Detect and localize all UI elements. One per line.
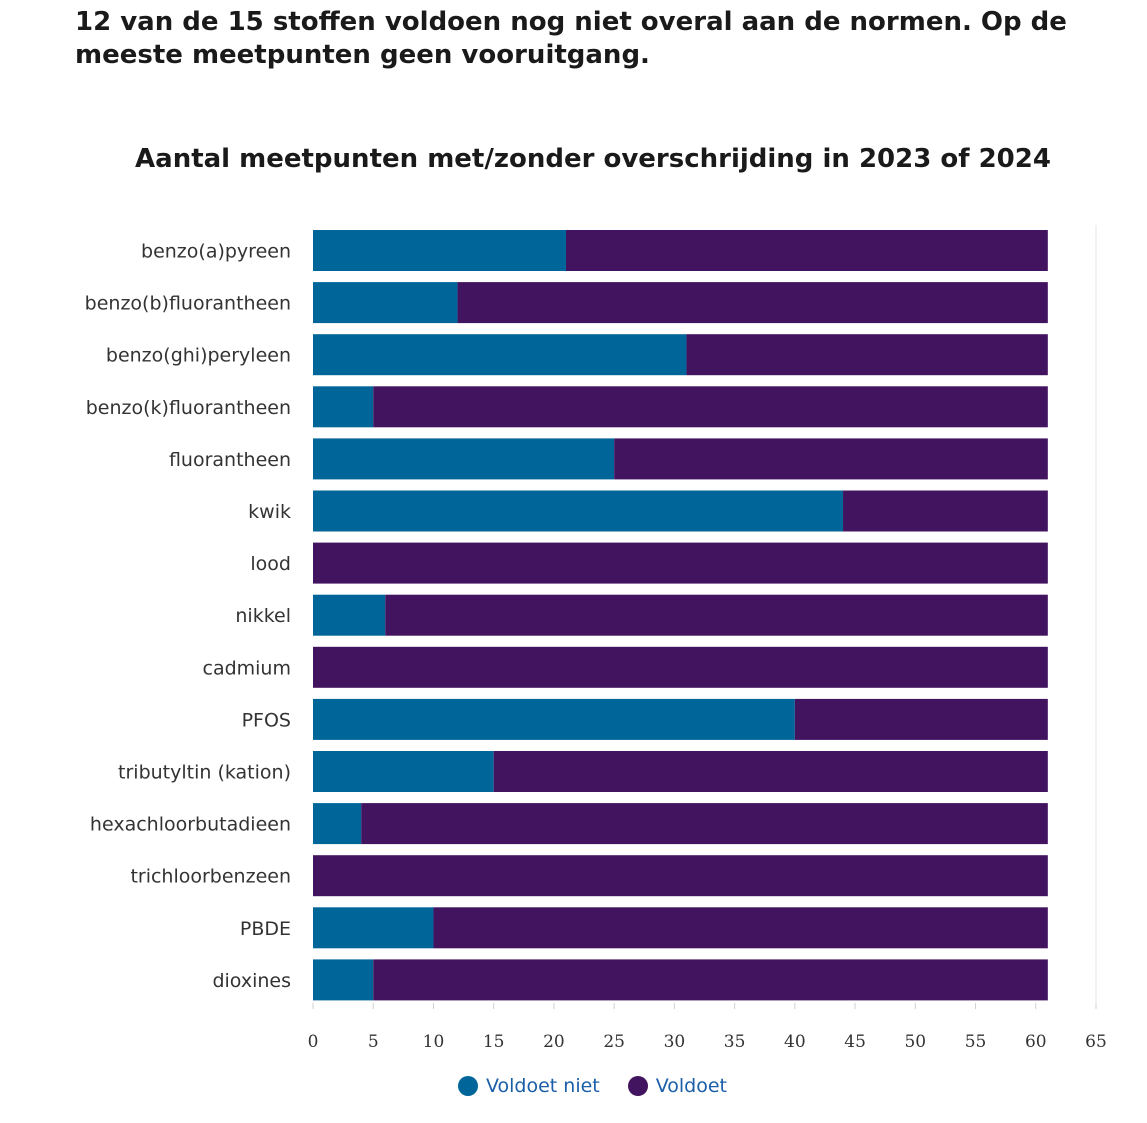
category-label-pfos: PFOS	[242, 709, 291, 731]
legend-swatch-voldoet-niet	[458, 1076, 478, 1096]
bar-voldoet-niet-nikkel	[313, 594, 386, 636]
x-tick-label-5: 5	[368, 1032, 379, 1052]
category-label-trichloorbenzeen: trichloorbenzeen	[130, 866, 291, 888]
bar-voldoet-niet-fluorantheen	[313, 438, 615, 480]
bar-voldoet-fluorantheen	[614, 438, 1048, 480]
x-tick-label-20: 20	[543, 1032, 565, 1052]
bar-voldoet-benzo-k-fluorantheen	[373, 386, 1048, 428]
bar-voldoet-niet-tributyltin-kation	[313, 751, 494, 792]
bar-voldoet-tributyltin-kation	[493, 751, 1048, 792]
bar-voldoet-kwik	[843, 490, 1048, 532]
legend-item-voldoet-niet[interactable]: Voldoet niet	[458, 1075, 600, 1097]
bar-voldoet-niet-benzo-k-fluorantheen	[313, 386, 374, 428]
x-tick-label-60: 60	[1025, 1032, 1047, 1052]
x-tick-label-10: 10	[423, 1032, 445, 1052]
x-tick-label-15: 15	[483, 1032, 505, 1052]
category-label-benzo-k-fluorantheen: benzo(k)fluorantheen	[86, 397, 291, 419]
x-tick-label-25: 25	[603, 1032, 625, 1052]
bar-voldoet-niet-kwik	[313, 490, 844, 532]
category-label-nikkel: nikkel	[235, 605, 291, 627]
bar-voldoet-cadmium	[313, 646, 1048, 688]
bar-voldoet-pbde	[433, 907, 1048, 949]
category-label-fluorantheen: fluorantheen	[169, 449, 291, 471]
category-label-dioxines: dioxines	[212, 970, 291, 992]
x-tick-label-35: 35	[724, 1032, 746, 1052]
bar-voldoet-benzo-ghi-peryleen	[686, 334, 1048, 376]
bar-voldoet-nikkel	[385, 594, 1048, 636]
category-label-cadmium: cadmium	[203, 657, 292, 679]
category-label-tributyltin-kation: tributyltin (kation)	[118, 762, 291, 784]
x-tick-label-30: 30	[664, 1032, 686, 1052]
category-label-kwik: kwik	[248, 501, 291, 523]
bar-voldoet-dioxines	[373, 959, 1048, 1001]
category-label-lood: lood	[250, 553, 291, 575]
x-tick-label-65: 65	[1085, 1032, 1107, 1052]
bar-voldoet-hexachloorbutadieen	[361, 803, 1048, 845]
category-label-benzo-a-pyreen: benzo(a)pyreen	[141, 241, 291, 263]
category-label-benzo-ghi-peryleen: benzo(ghi)peryleen	[106, 345, 291, 367]
legend-swatch-voldoet	[627, 1076, 648, 1096]
bar-voldoet-benzo-b-fluorantheen	[457, 282, 1048, 324]
bar-voldoet-trichloorbenzeen	[313, 855, 1048, 897]
category-label-hexachloorbutadieen: hexachloorbutadieen	[90, 814, 291, 836]
x-tick-label-55: 55	[965, 1032, 987, 1052]
bar-voldoet-pfos	[794, 698, 1048, 740]
legend-label-voldoet-niet: Voldoet niet	[486, 1075, 600, 1097]
bar-voldoet-niet-dioxines	[313, 959, 374, 1001]
bar-voldoet-niet-benzo-a-pyreen	[313, 230, 566, 271]
bar-voldoet-niet-pfos	[313, 698, 795, 740]
bar-voldoet-niet-benzo-ghi-peryleen	[313, 334, 687, 376]
bar-voldoet-niet-benzo-b-fluorantheen	[313, 282, 458, 324]
legend-item-voldoet[interactable]: Voldoet	[627, 1075, 727, 1097]
headline: 12 van de 15 stoffen voldoen nog niet ov…	[75, 7, 1067, 70]
x-tick-label-0: 0	[308, 1032, 319, 1052]
x-tick-label-45: 45	[844, 1032, 866, 1052]
legend-label-voldoet: Voldoet	[655, 1075, 727, 1097]
x-tick-label-50: 50	[904, 1032, 926, 1052]
legend: Voldoet niet Voldoet	[458, 1075, 727, 1097]
x-tick-label-40: 40	[784, 1032, 806, 1052]
category-label-benzo-b-fluorantheen: benzo(b)fluorantheen	[85, 293, 291, 315]
bar-voldoet-niet-pbde	[313, 907, 434, 949]
bar-voldoet-benzo-a-pyreen	[565, 230, 1048, 271]
bar-voldoet-lood	[313, 542, 1048, 584]
chart-title: Aantal meetpunten met/zonder overschrijd…	[135, 144, 1051, 174]
bar-voldoet-niet-hexachloorbutadieen	[313, 803, 362, 845]
category-label-pbde: PBDE	[240, 918, 291, 940]
